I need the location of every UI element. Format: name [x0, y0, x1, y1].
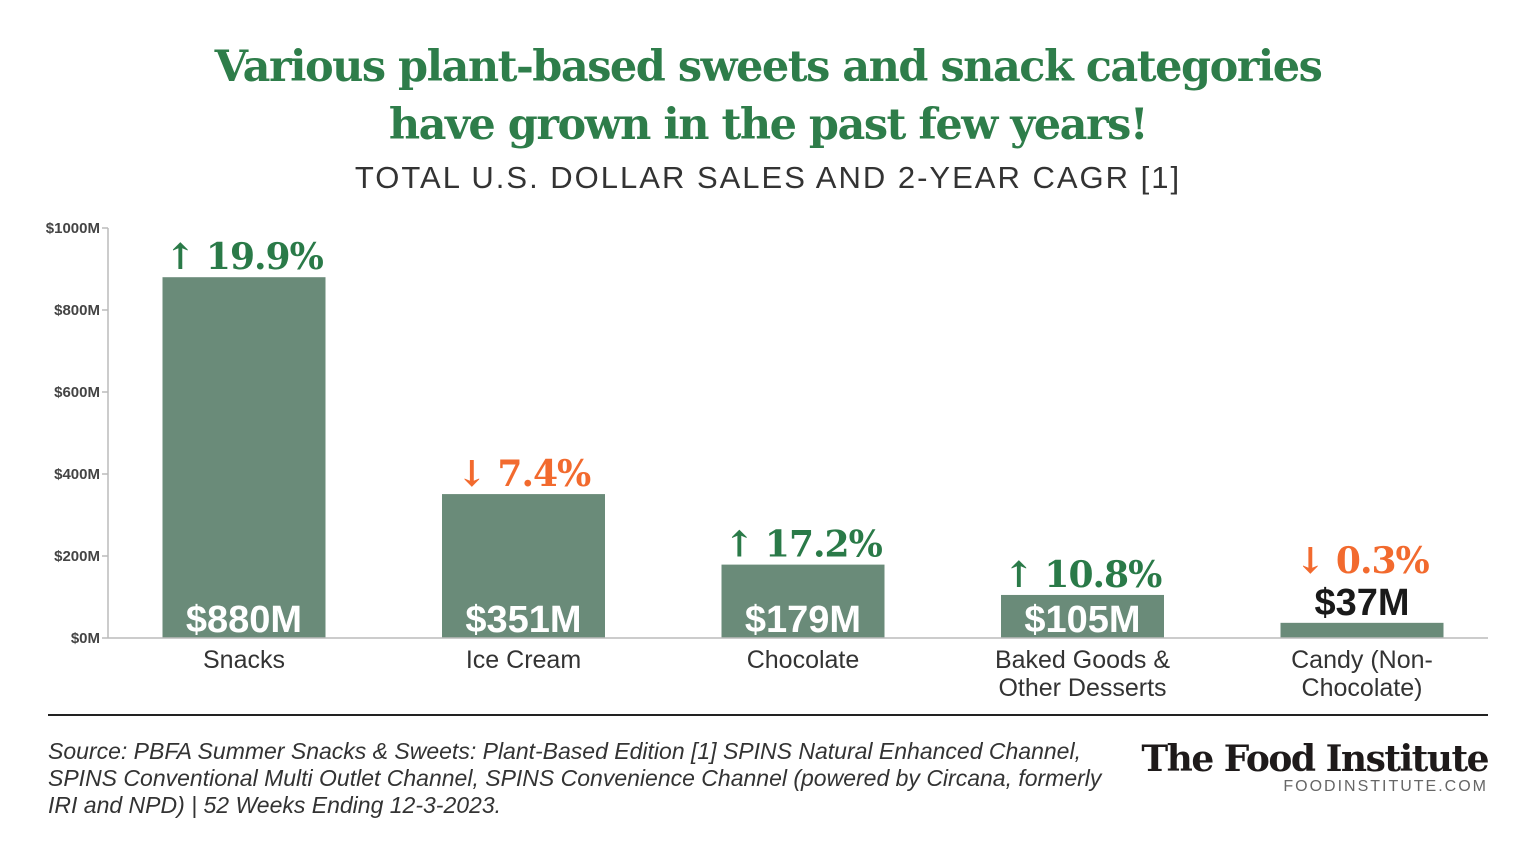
bar — [721, 564, 885, 638]
bar-value-label: $880M — [186, 599, 302, 641]
x-category-label: Snacks — [203, 646, 285, 674]
x-category-label: Candy (Non- — [1291, 646, 1433, 674]
y-tick-label: $400M — [54, 466, 100, 483]
y-tick-label: $600M — [54, 384, 100, 401]
chart-subtitle: TOTAL U.S. DOLLAR SALES AND 2-YEAR CAGR … — [354, 160, 1182, 195]
bar-value-label: $351M — [465, 599, 581, 641]
title-line-1: Various plant-based sweets and snack cat… — [214, 42, 1323, 92]
y-tick-label: $200M — [54, 548, 100, 565]
logo-name: The Food Institute — [1141, 738, 1489, 780]
food-institute-logo: The Food Institute FOODINSTITUTE.COM — [1141, 738, 1489, 796]
x-category-label: Chocolate) — [1302, 674, 1423, 702]
y-tick-label: $0M — [71, 630, 100, 647]
logo-url: FOODINSTITUTE.COM — [1283, 778, 1488, 795]
x-category-label: Ice Cream — [466, 646, 581, 674]
x-category-label: Chocolate — [747, 646, 860, 674]
bar-value-label: $179M — [745, 599, 861, 641]
bar — [442, 494, 605, 638]
cagr-label: ↓ 7.4% — [457, 453, 591, 495]
cagr-label: ↓ 0.3% — [1295, 540, 1429, 582]
y-tick-label: $1000M — [46, 220, 100, 237]
bar — [1001, 594, 1164, 638]
cagr-label: ↑ 19.9% — [165, 236, 323, 278]
y-tick-label: $800M — [54, 302, 100, 319]
bar-value-label: $37M — [1314, 582, 1409, 624]
x-category-label: Baked Goods & — [995, 646, 1170, 674]
bar-value-label: $105M — [1024, 599, 1140, 641]
divider — [48, 714, 1488, 716]
bar — [162, 277, 326, 638]
cagr-label: ↑ 10.8% — [1004, 554, 1162, 596]
x-category-label: Other Desserts — [998, 674, 1166, 702]
bar — [1280, 622, 1444, 638]
chart-title: Various plant-based sweets and snack cat… — [0, 38, 1536, 154]
source-note: Source: PBFA Summer Snacks & Sweets: Pla… — [48, 738, 1102, 818]
cagr-label: ↑ 17.2% — [724, 524, 882, 566]
title-line-2: have grown in the past few years! — [388, 100, 1149, 150]
